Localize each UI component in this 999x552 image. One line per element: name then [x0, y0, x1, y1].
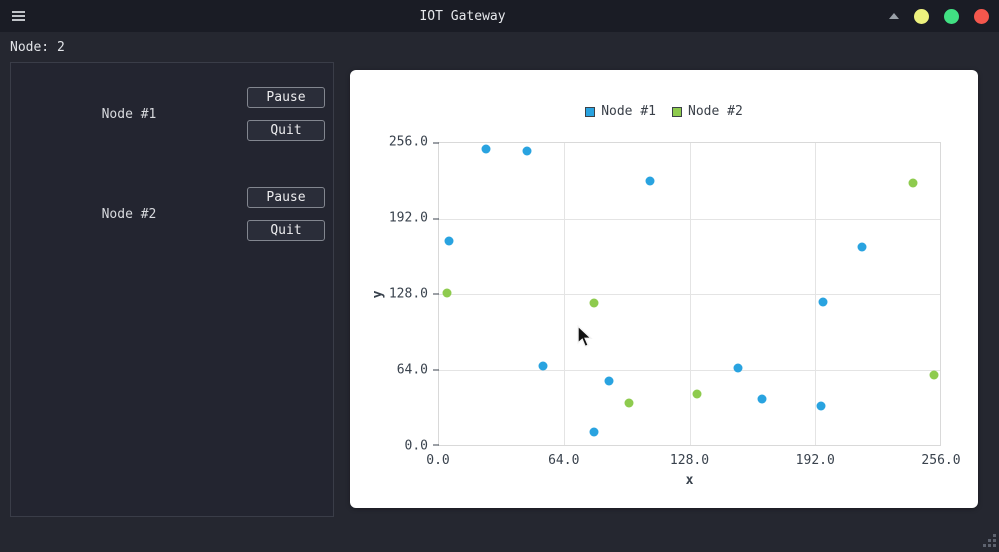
gridline: [439, 294, 940, 295]
y-tick-label: 128.0: [388, 286, 428, 302]
data-point: [818, 297, 828, 307]
data-point: [645, 176, 655, 186]
legend-entry-node2: Node #2: [672, 104, 743, 119]
data-point: [522, 146, 532, 156]
data-point: [444, 236, 454, 246]
node1-label: Node #1: [101, 107, 157, 122]
title-bar: IOT Gateway: [0, 0, 999, 32]
resize-grip[interactable]: [983, 534, 998, 549]
mouse-cursor-icon: [577, 325, 593, 348]
data-point: [908, 178, 918, 188]
y-tick-mark: [433, 369, 439, 370]
x-axis-title: x: [685, 473, 694, 488]
maximize-button[interactable]: [944, 8, 959, 24]
data-point: [604, 376, 614, 386]
y-tick-label: 256.0: [388, 134, 428, 150]
node2-quit-button[interactable]: Quit: [247, 220, 325, 241]
close-button[interactable]: [974, 8, 989, 24]
data-point: [589, 427, 599, 437]
y-tick-label: 192.0: [388, 210, 428, 226]
node-count-label: Node: 2: [10, 40, 65, 55]
legend-label-node2: Node #2: [688, 104, 743, 119]
gridline: [439, 218, 940, 220]
legend-label-node1: Node #1: [601, 104, 656, 119]
y-axis-tick-labels: 256.0 192.0 128.0 64.0 0.0: [350, 135, 432, 454]
x-tick-label: 128.0: [669, 453, 710, 468]
legend-entry-node1: Node #1: [585, 104, 656, 119]
node1-pause-button[interactable]: Pause: [247, 87, 325, 108]
node2-label: Node #2: [101, 207, 157, 222]
data-point: [589, 298, 599, 308]
legend-marker-node1: [585, 106, 596, 117]
y-tick-mark: [433, 444, 439, 446]
x-tick-label: 64.0: [548, 453, 580, 468]
data-point: [757, 394, 767, 404]
data-point: [857, 242, 867, 252]
minimize-button[interactable]: [914, 8, 929, 24]
y-tick-mark: [433, 293, 439, 295]
y-axis-title: y: [370, 290, 386, 299]
scatter-chart-card: Node #1 Node #2 256.0 192.0 128.0 64.0 0…: [350, 70, 978, 508]
y-tick-label: 0.0: [404, 438, 428, 454]
legend-marker-node2: [672, 106, 682, 117]
plot-area: [433, 142, 941, 446]
gridline: [439, 369, 940, 371]
node2-pause-button[interactable]: Pause: [247, 187, 325, 208]
x-tick-label: 192.0: [795, 453, 835, 468]
data-point: [816, 401, 826, 411]
data-point: [442, 288, 452, 298]
data-point: [929, 370, 939, 380]
y-tick-mark: [433, 218, 439, 219]
node-control-panel: Node #1 Pause Quit Node #2 Pause Quit: [10, 62, 334, 517]
data-point: [624, 398, 634, 408]
node1-quit-button[interactable]: Quit: [247, 120, 325, 141]
window-title: IOT Gateway: [419, 8, 506, 24]
data-point: [692, 389, 702, 399]
x-axis-tick-labels: 0.0 64.0 128.0 192.0 256.0: [426, 453, 960, 468]
y-tick-mark: [433, 142, 439, 144]
x-tick-label: 0.0: [426, 453, 450, 468]
chart-legend: Node #1 Node #2: [350, 104, 978, 119]
data-point: [481, 144, 491, 154]
x-tick-label: 256.0: [921, 453, 961, 468]
data-point: [538, 361, 548, 371]
hamburger-menu-icon[interactable]: [11, 9, 25, 23]
unmaximize-icon[interactable]: [889, 13, 899, 19]
y-tick-label: 64.0: [396, 362, 428, 378]
data-point: [733, 363, 743, 373]
